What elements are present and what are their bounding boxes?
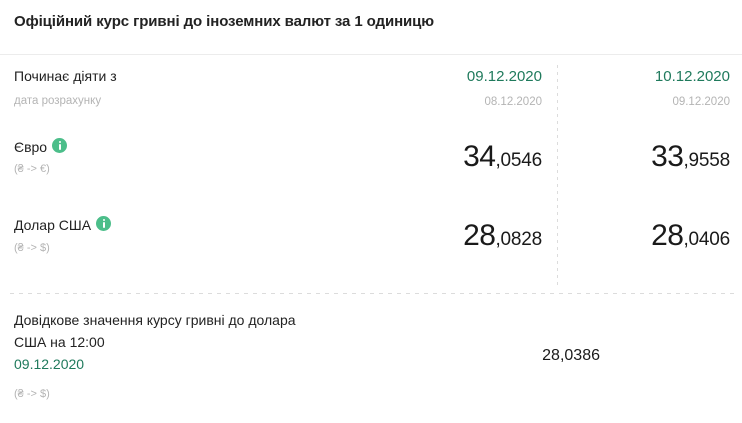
currency-name-usd: Долар США [14,216,92,233]
rate-usd-col-2-frac: ,0406 [683,229,730,250]
rate-euro-col-2-int: 33 [651,140,684,173]
rate-euro-col-1: 34,0546 [463,142,542,172]
reference-title-line-2: США на 12:00 [14,334,105,350]
reference-rate-value: 28,0386 [542,348,600,364]
calc-date-col-1: 08.12.2020 [484,96,542,108]
rate-usd-col-1-int: 28 [463,219,496,252]
rate-euro-col-1-frac: ,0546 [495,150,542,171]
column-divider [557,65,558,286]
info-icon[interactable] [52,138,68,154]
rate-euro-col-2: 33,9558 [651,142,730,172]
rate-usd-col-2-int: 28 [651,219,684,252]
page-title: Офіційний курс гривні до іноземних валют… [14,13,434,30]
reference-pair: (₴ -> $) [14,388,50,400]
rate-usd-col-2: 28,0406 [651,221,730,251]
effective-date-label: Починає діяти з [14,68,117,84]
reference-rate-int: 28 [542,347,560,364]
effective-date-col-1: 09.12.2020 [466,68,542,85]
currency-name-euro: Євро [14,138,48,155]
section-divider [10,293,734,294]
rate-usd-col-1-frac: ,0828 [495,229,542,250]
calc-date-label: дата розрахунку [14,95,102,107]
rate-euro-col-2-frac: ,9558 [683,150,730,171]
info-icon[interactable] [96,216,112,232]
currency-pair-euro: (₴ -> €) [14,163,50,175]
effective-date-col-2: 10.12.2020 [654,68,730,85]
header-divider [0,54,742,55]
rate-usd-col-1: 28,0828 [463,221,542,251]
rate-euro-col-1-int: 34 [463,140,496,173]
reference-date: 09.12.2020 [14,356,85,372]
reference-rate-frac: ,0386 [559,347,600,364]
currency-name-usd-wrap: Долар США [14,216,112,234]
reference-title-line-1: Довідкове значення курсу гривні до долар… [14,312,296,328]
currency-name-euro-wrap: Євро [14,138,68,156]
currency-pair-usd: (₴ -> $) [14,242,50,254]
calc-date-col-2: 09.12.2020 [672,96,730,108]
